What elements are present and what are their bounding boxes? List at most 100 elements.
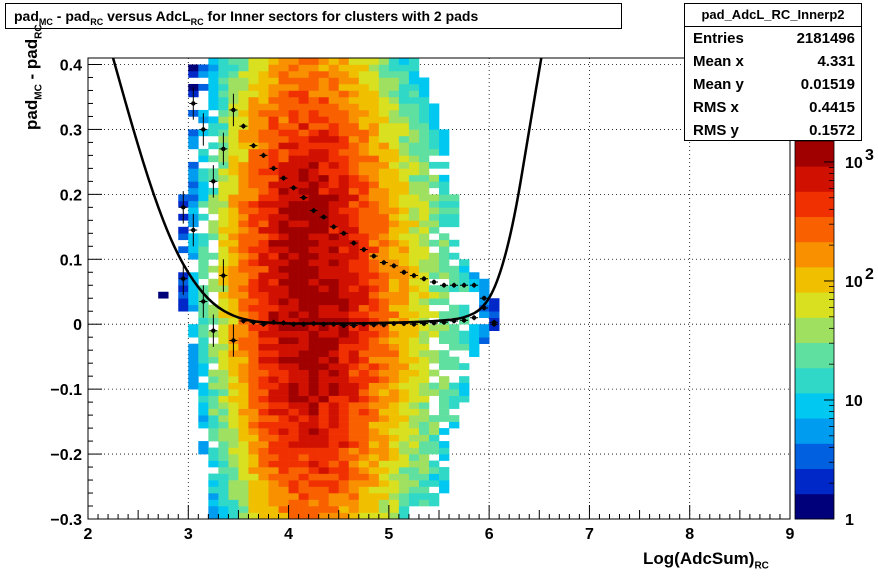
heatmap-cell	[439, 324, 450, 332]
heatmap-cell	[428, 324, 440, 332]
colorbar-swatch	[795, 141, 834, 167]
heatmap-cell	[328, 116, 340, 124]
heatmap-cell	[348, 135, 360, 143]
heatmap-cell	[258, 103, 269, 111]
heatmap-cell	[298, 454, 309, 461]
heatmap-cell	[378, 486, 390, 494]
heatmap-cell	[198, 83, 209, 91]
heatmap-cell	[248, 324, 259, 332]
heatmap-cell	[358, 382, 370, 390]
heatmap-cell	[208, 96, 219, 104]
heatmap-cell	[228, 512, 239, 520]
heatmap-cell	[318, 90, 329, 98]
heatmap-cell	[338, 77, 350, 85]
heatmap-cell	[218, 460, 229, 468]
heatmap-cell	[218, 408, 229, 416]
heatmap-cell	[228, 382, 239, 390]
heatmap-cell	[398, 122, 410, 130]
heatmap-cell	[348, 77, 360, 85]
heatmap-cell	[298, 330, 309, 338]
heatmap-cell	[208, 369, 219, 377]
heatmap-cell	[368, 70, 380, 78]
stats-label: Mean x	[693, 53, 744, 70]
heatmap-cell	[439, 428, 450, 435]
heatmap-cell	[338, 200, 350, 208]
heatmap-cell	[479, 291, 490, 299]
heatmap-cell	[418, 233, 430, 241]
heatmap-cell	[358, 343, 370, 351]
heatmap-cell	[298, 90, 309, 98]
heatmap-cell	[298, 226, 309, 234]
heatmap-cell	[378, 506, 390, 513]
heatmap-cell	[368, 330, 380, 338]
heatmap-cell	[328, 473, 340, 481]
heatmap-cell	[218, 337, 229, 344]
heatmap-cell	[378, 395, 390, 403]
heatmap-cell	[228, 142, 239, 150]
heatmap-cell	[368, 168, 380, 176]
heatmap-cell	[348, 454, 360, 461]
heatmap-cell	[258, 395, 269, 403]
heatmap-cell	[449, 389, 460, 396]
heatmap-cell	[398, 96, 410, 104]
heatmap-cell	[338, 434, 350, 442]
heatmap-cell	[418, 363, 430, 370]
heatmap-cell	[258, 467, 269, 474]
heatmap-cell	[218, 103, 229, 111]
heatmap-cell	[288, 200, 299, 208]
heatmap-cell	[308, 434, 319, 442]
heatmap-cell	[228, 207, 239, 215]
heatmap-cell	[308, 187, 319, 195]
heatmap-cell	[398, 447, 410, 455]
heatmap-cell	[318, 194, 329, 202]
heatmap-cell	[188, 64, 199, 72]
heatmap-cell	[238, 415, 249, 422]
heatmap-cell	[288, 233, 299, 241]
x-axis-label: Log(AdcSum)RC	[643, 549, 769, 571]
heatmap-cell	[338, 239, 350, 247]
heatmap-cell	[278, 350, 289, 357]
heatmap-cell	[268, 265, 279, 273]
heatmap-cell	[198, 265, 209, 273]
heatmap-cell	[439, 330, 450, 338]
colorbar-swatch	[795, 493, 834, 520]
heatmap-cell	[198, 441, 209, 448]
heatmap-cell	[268, 298, 279, 306]
heatmap-cell	[428, 109, 440, 117]
heatmap-cell	[238, 330, 249, 338]
heatmap-cell	[348, 278, 360, 286]
heatmap-cell	[318, 441, 329, 448]
heatmap-cell	[469, 337, 480, 344]
heatmap-cell	[258, 343, 269, 351]
heatmap-cell	[348, 200, 360, 208]
heatmap-cell	[469, 324, 480, 332]
heatmap-cell	[338, 226, 350, 234]
heatmap-cell	[268, 428, 279, 435]
heatmap-cell	[449, 200, 460, 208]
heatmap-cell	[218, 421, 229, 429]
heatmap-cell	[378, 285, 390, 293]
heatmap-cell	[318, 493, 329, 500]
heatmap-cell	[258, 265, 269, 273]
profile-upper-point	[411, 273, 417, 278]
heatmap-cell	[338, 363, 350, 370]
heatmap-cell	[298, 259, 309, 267]
heatmap-cell	[428, 447, 440, 455]
heatmap-cell	[378, 181, 390, 189]
heatmap-cell	[328, 96, 340, 104]
heatmap-cell	[328, 194, 340, 202]
heatmap-cell	[248, 499, 259, 507]
heatmap-cell	[358, 181, 370, 189]
heatmap-cell	[368, 382, 380, 390]
heatmap-cell	[268, 90, 279, 98]
heatmap-cell	[348, 90, 360, 98]
heatmap-cell	[418, 382, 430, 390]
heatmap-cell	[198, 194, 209, 202]
heatmap-cell	[228, 187, 239, 195]
heatmap-cell	[428, 441, 440, 448]
heatmap-cell	[418, 142, 430, 150]
heatmap-cell	[378, 96, 390, 104]
heatmap-cell	[398, 298, 410, 306]
heatmap-cell	[318, 259, 329, 267]
heatmap-cell	[288, 220, 299, 228]
